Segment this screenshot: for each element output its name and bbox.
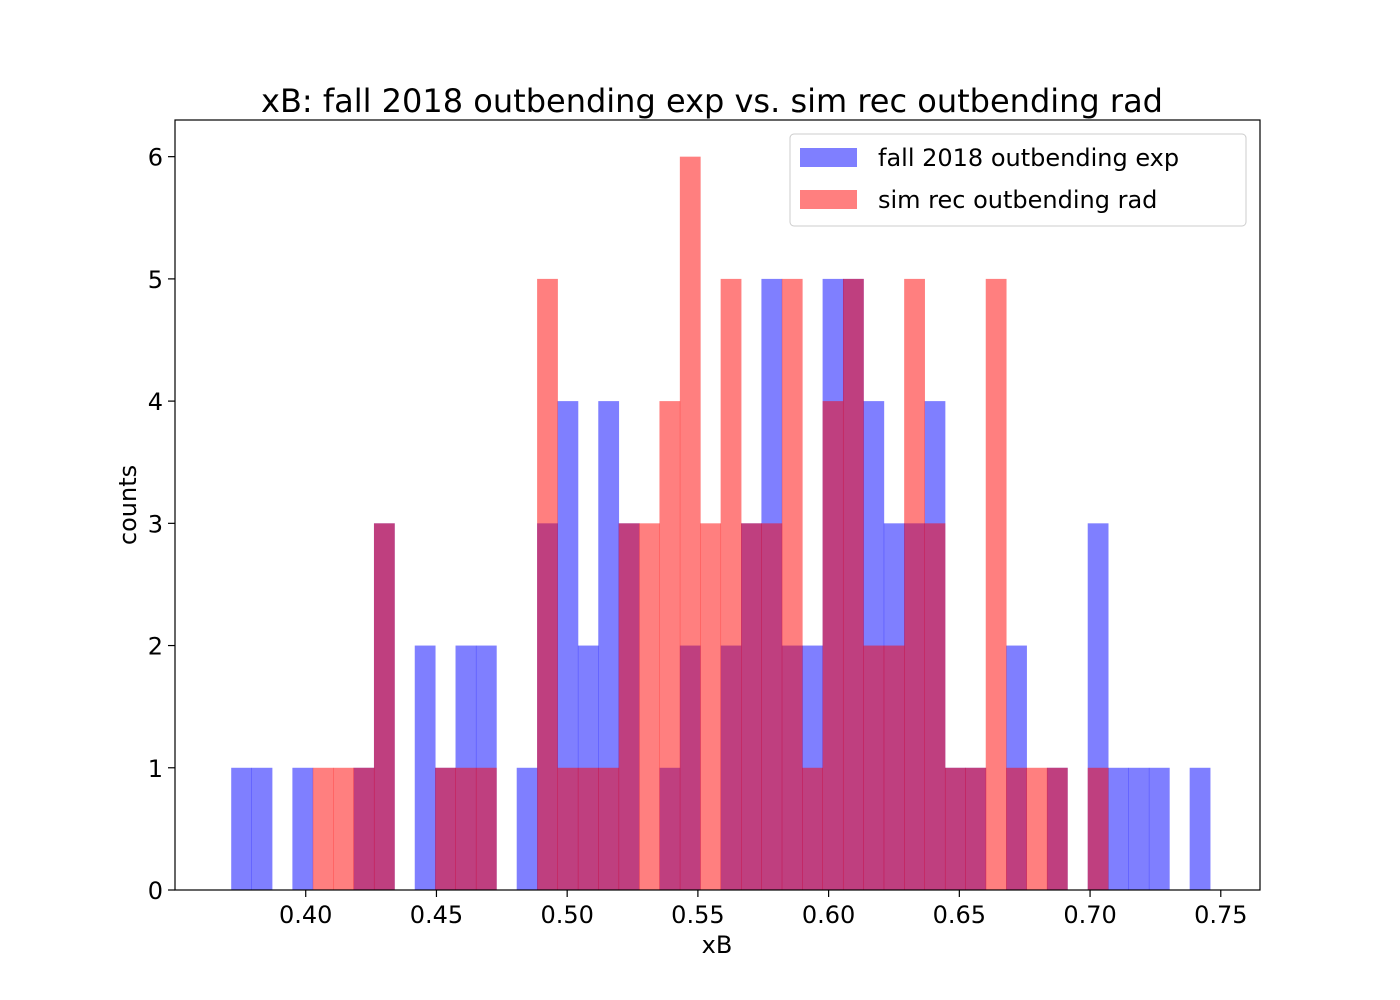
chart-legend: fall 2018 outbending exp sim rec outbend… — [789, 133, 1247, 227]
histogram-bar-series1-bin11 — [618, 523, 640, 890]
x-tick-label-4: 0.60 — [802, 901, 855, 929]
histogram-bar-series1-bin13 — [659, 401, 681, 890]
histogram-bar-series0-bin11 — [557, 401, 579, 890]
y-tick-label-1: 1 — [148, 755, 163, 783]
y-tick-label-3: 3 — [148, 510, 163, 538]
y-axis-ticks: 0 1 2 3 4 5 6 — [148, 144, 175, 905]
legend-swatch-sim — [800, 190, 857, 209]
x-tick-label-1: 0.45 — [410, 901, 463, 929]
histogram-bar-series1-bin9 — [577, 767, 599, 890]
legend-label-exp: fall 2018 outbending exp — [878, 144, 1179, 172]
histogram-bar-series1-bin5 — [455, 767, 477, 890]
histogram-bar-series1-bin2 — [353, 767, 375, 890]
legend-frame — [789, 133, 1247, 227]
histogram-bars — [231, 156, 1211, 891]
histogram-bar-series0-bin1 — [251, 767, 273, 890]
histogram-bar-series0-bin0 — [231, 767, 252, 890]
histogram-bar-series1-bin28 — [965, 767, 987, 890]
histogram-bar-series1-bin15 — [700, 523, 722, 890]
histogram-bar-series1-bin17 — [741, 523, 762, 890]
histogram-bar-series1-bin18 — [761, 523, 783, 890]
legend-label-sim: sim rec outbending rad — [878, 186, 1157, 214]
histogram-bar-series1-bin33 — [1087, 767, 1109, 890]
y-axis-label: counts — [114, 465, 142, 545]
x-axis-ticks: 0.40 0.45 0.50 0.55 0.60 0.65 0.70 0.75 — [279, 890, 1248, 929]
histogram-bar-series1-bin7 — [537, 278, 558, 890]
chart-title: xB: fall 2018 outbending exp vs. sim rec… — [261, 82, 1163, 120]
x-tick-label-0: 0.40 — [279, 901, 332, 929]
x-tick-label-2: 0.50 — [540, 901, 593, 929]
histogram-bar-series1-bin16 — [720, 278, 742, 890]
histogram-bar-series0-bin5 — [414, 645, 436, 890]
histogram-bar-series1-bin25 — [904, 278, 925, 890]
x-axis-label: xB — [702, 931, 733, 959]
histogram-bar-series0-bin33 — [1108, 767, 1129, 890]
histogram-bar-series1-bin23 — [863, 645, 885, 890]
x-tick-label-3: 0.55 — [671, 901, 724, 929]
x-tick-label-5: 0.65 — [933, 901, 986, 929]
histogram-bar-series1-bin14 — [679, 156, 701, 891]
x-tick-label-6: 0.70 — [1063, 901, 1116, 929]
legend-swatch-exp — [800, 148, 857, 167]
histogram-bar-series0-bin34 — [1128, 767, 1150, 890]
histogram-bar-series1-bin12 — [639, 523, 660, 890]
histogram-bar-series1-bin21 — [822, 401, 844, 890]
y-tick-label-0: 0 — [148, 877, 163, 905]
histogram-bar-series1-bin10 — [598, 767, 620, 890]
histogram-bar-series0-bin35 — [1148, 767, 1170, 890]
histogram-bar-series1-bin31 — [1026, 767, 1048, 890]
histogram-bar-series1-bin0 — [312, 767, 334, 890]
histogram-bar-series1-bin27 — [944, 767, 966, 890]
histogram-bar-series0-bin36 — [1189, 767, 1211, 890]
plot-frame — [174, 119, 1261, 891]
histogram-bar-series1-bin22 — [842, 278, 864, 890]
histogram-bar-series0-bin2 — [292, 767, 314, 890]
histogram-bar-series0-bin13 — [598, 401, 620, 890]
histogram-bar-series1-bin8 — [557, 767, 579, 890]
histogram-bar-series1-bin19 — [781, 278, 803, 890]
y-tick-label-4: 4 — [148, 388, 163, 416]
histogram-bar-series1-bin4 — [435, 767, 456, 890]
histogram-bar-series1-bin1 — [333, 767, 354, 890]
histogram-bar-series1-bin26 — [924, 523, 946, 890]
histogram-bar-series1-bin24 — [883, 645, 905, 890]
histogram-bar-series1-bin6 — [475, 767, 497, 890]
histogram-bar-series1-bin30 — [1006, 767, 1027, 890]
y-tick-label-6: 6 — [148, 144, 163, 172]
histogram-bar-series0-bin9 — [516, 767, 538, 890]
histogram-bar-series1-bin3 — [373, 523, 395, 890]
x-tick-label-7: 0.75 — [1194, 901, 1247, 929]
histogram-bar-series1-bin20 — [802, 767, 823, 890]
y-tick-label-5: 5 — [148, 266, 163, 294]
histogram-bar-series1-bin32 — [1046, 767, 1068, 890]
histogram-bar-series1-bin29 — [985, 278, 1007, 890]
y-tick-label-2: 2 — [148, 633, 163, 661]
